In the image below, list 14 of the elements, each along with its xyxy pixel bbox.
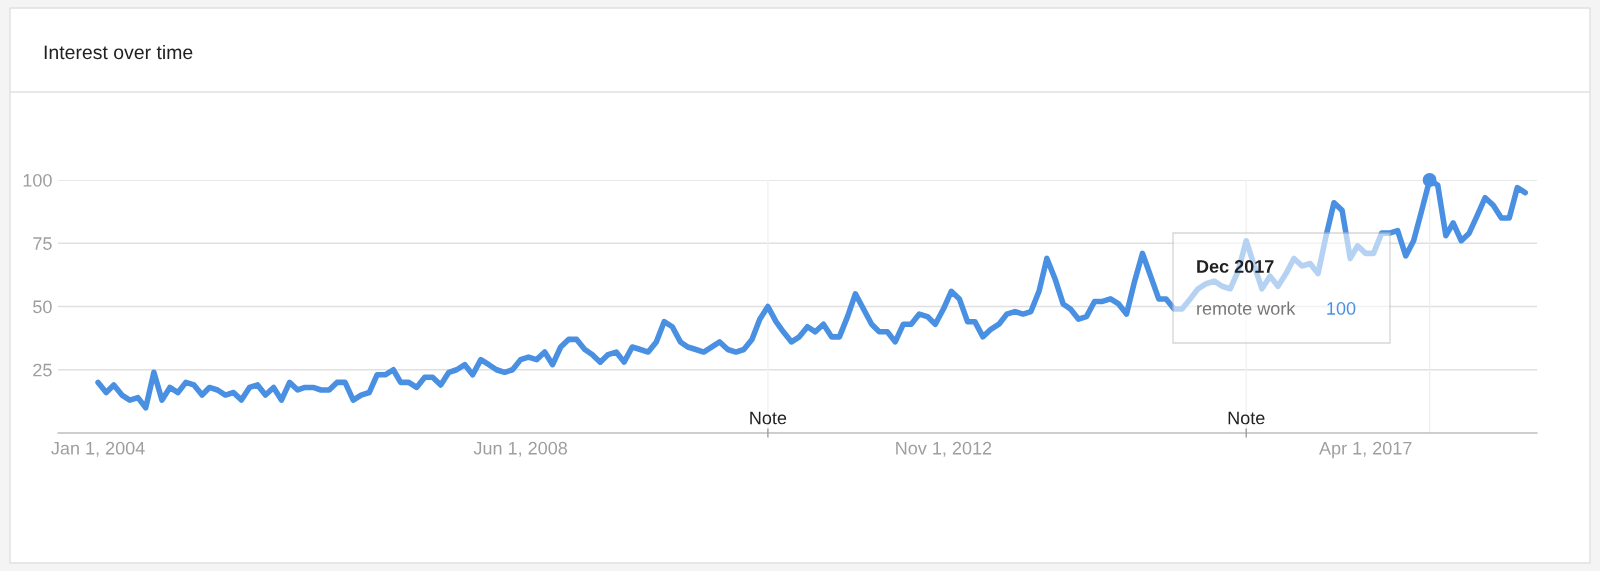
ref-line-label: Note: [750, 411, 787, 425]
annotation: remote work: [1197, 301, 1296, 315]
x-tick-label: Jun 1, 2008: [473, 441, 568, 457]
y-tick-label: 100: [23, 173, 52, 187]
annotation: 100: [1327, 302, 1356, 315]
x-tick-label: Jan 1, 2004: [51, 441, 145, 457]
y-tick-label: 50: [33, 300, 52, 314]
x-tick-label: Apr 1, 2017: [1319, 441, 1412, 459]
x-tick-label: Nov 1, 2012: [896, 441, 992, 457]
y-tick-label: 25: [33, 363, 52, 377]
chart-title: Interest over time: [44, 44, 193, 60]
ref-line-label: Note: [1228, 411, 1265, 425]
y-tick-label: 75: [33, 237, 52, 250]
annotation: Dec 2017: [1197, 260, 1274, 273]
